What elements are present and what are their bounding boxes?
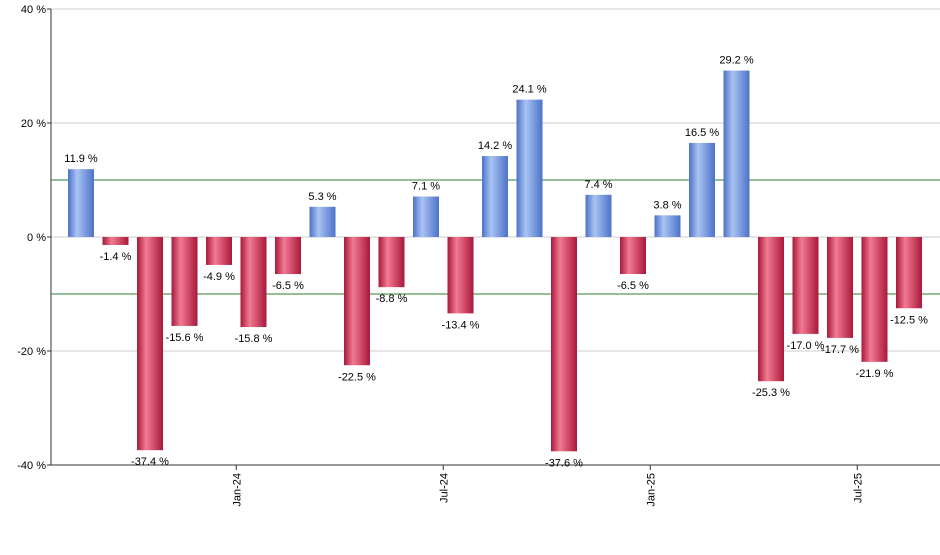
bar <box>620 237 646 275</box>
bar <box>585 194 612 237</box>
bar-value-label: 16.5 % <box>685 127 719 139</box>
y-tick-label: -40 % <box>17 460 46 472</box>
bar-value-label: 14.2 % <box>478 140 512 152</box>
bar-value-label: 3.8 % <box>653 199 681 211</box>
bar <box>275 237 301 275</box>
bar <box>654 215 681 237</box>
bar <box>344 237 370 366</box>
bar-value-label: -15.8 % <box>235 333 273 345</box>
bar <box>758 237 784 382</box>
bar <box>861 237 888 362</box>
bar <box>206 237 232 265</box>
bar-value-label: -15.6 % <box>166 332 204 344</box>
bar <box>516 99 543 237</box>
bar-value-label: 29.2 % <box>719 55 753 67</box>
bar <box>827 237 853 338</box>
bar-value-label: -6.5 % <box>617 280 649 292</box>
y-tick-label: 0 % <box>27 232 46 244</box>
bar-value-label: 7.1 % <box>412 181 440 193</box>
bar-value-label: 11.9 % <box>64 153 98 165</box>
bar <box>413 196 439 237</box>
bar <box>482 156 508 237</box>
bar-value-label: -8.8 % <box>376 293 408 305</box>
bar <box>102 237 129 245</box>
bar-value-label: -1.4 % <box>100 251 132 263</box>
x-tick-label: Jul-25 <box>852 473 864 503</box>
bar-value-label: -25.3 % <box>752 387 790 399</box>
bar <box>551 237 577 452</box>
bar-value-label: -17.7 % <box>821 344 859 356</box>
x-tick-label: Jan-25 <box>645 473 657 507</box>
bar-value-label: -6.5 % <box>272 280 304 292</box>
bar-value-label: 7.4 % <box>584 179 612 191</box>
bar <box>896 237 922 309</box>
bars <box>68 70 922 452</box>
bar <box>171 237 198 326</box>
bar <box>240 237 267 328</box>
x-tick-label: Jan-24 <box>231 473 243 507</box>
bar <box>792 237 819 334</box>
bar-value-label: 5.3 % <box>308 191 336 203</box>
y-tick-label: 20 % <box>21 118 46 130</box>
bar-value-label: -17.0 % <box>787 340 825 352</box>
data-labels: 11.9 % -1.4 % -37.4 % -15.6 % -4.9 % -15.8 % -… <box>64 55 928 470</box>
bar <box>137 237 163 451</box>
bar <box>68 169 94 237</box>
bar-value-label: -37.6 % <box>545 457 583 469</box>
bar-value-label: -22.5 % <box>338 371 376 383</box>
bar-value-label: -4.9 % <box>203 271 235 283</box>
bar <box>689 142 715 237</box>
bar <box>378 237 405 288</box>
x-tick-label: Jul-24 <box>438 473 450 503</box>
y-tick-label: 40 % <box>21 4 46 16</box>
bar <box>309 206 336 237</box>
bar-value-label: -21.9 % <box>856 368 894 380</box>
bar-value-label: -13.4 % <box>442 319 480 331</box>
bar <box>447 237 474 314</box>
bar-value-label: 24.1 % <box>512 84 546 96</box>
bar <box>723 70 750 237</box>
axes: 40 % 20 % 0 % -20 % -40 % Jan-24 Jul-24 Jan-25 J… <box>17 4 940 507</box>
bar-value-label: -37.4 % <box>131 456 169 468</box>
y-tick-label: -20 % <box>17 346 46 358</box>
bar-value-label: -12.5 % <box>890 314 928 326</box>
